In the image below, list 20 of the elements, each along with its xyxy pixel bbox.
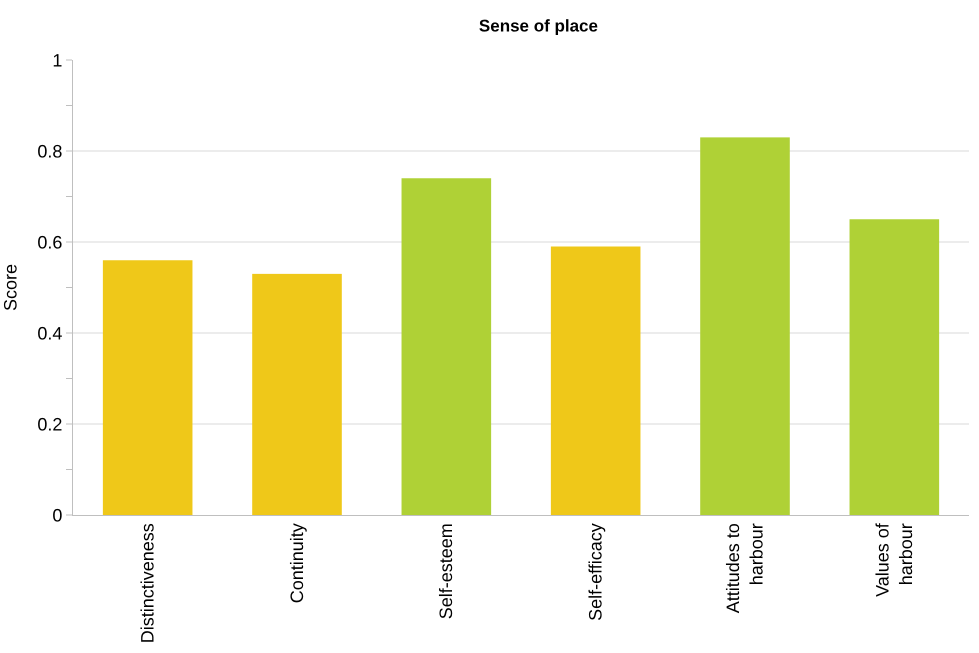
bar <box>850 219 940 515</box>
x-tick-label: Values of harbour <box>872 522 916 597</box>
x-tick-label: Continuity <box>286 523 307 604</box>
y-tick-label: 0 <box>52 505 62 526</box>
x-tick-label: Self-esteem <box>436 523 456 620</box>
y-tick-label: 0.6 <box>37 232 62 252</box>
bar <box>252 274 342 515</box>
chart-title: Sense of place <box>478 16 598 36</box>
x-tick-label: Attitudes to harbour <box>723 523 767 614</box>
y-tick-label: 1 <box>52 50 62 70</box>
x-tick-label: Distinctiveness <box>138 523 158 644</box>
bar <box>550 246 640 515</box>
y-tick-label: 0.8 <box>37 141 62 162</box>
y-tick-label: 0.2 <box>37 414 62 434</box>
y-axis-title: Score <box>0 264 21 312</box>
y-tick-label: 0.4 <box>37 323 62 344</box>
bar <box>402 178 492 515</box>
bar <box>700 137 790 515</box>
bar <box>102 260 192 515</box>
x-tick-label: Self-efficacy <box>586 523 606 621</box>
